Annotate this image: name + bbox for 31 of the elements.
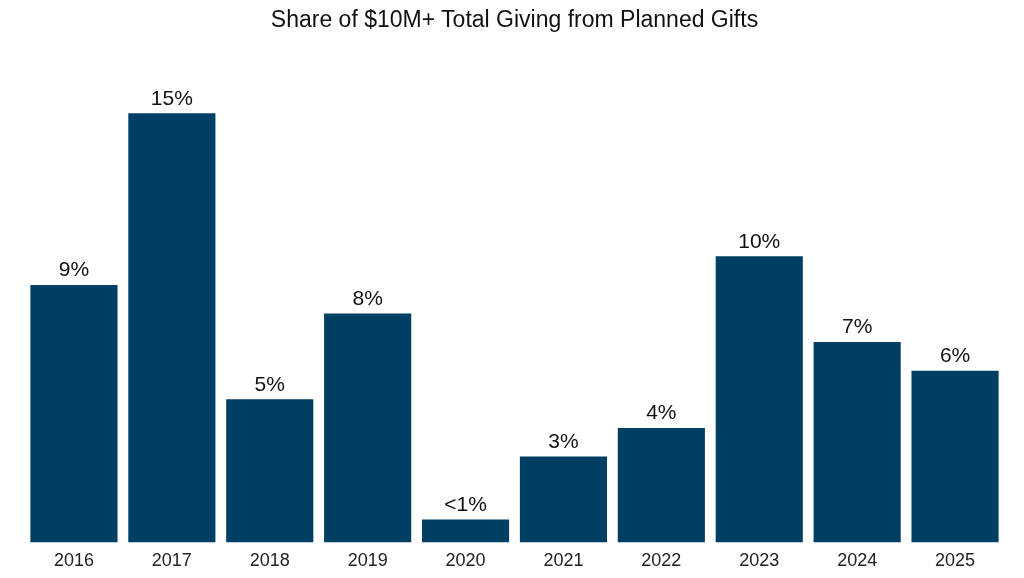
data-label: 15% [150,85,193,109]
x-tick-label: 2019 [347,550,388,571]
x-tick-label: 2018 [249,550,290,571]
bar [30,284,118,543]
bar [226,399,314,543]
x-tick-label: 2021 [543,550,584,571]
bar [715,256,803,543]
data-label: 8% [352,285,383,309]
x-tick-label: 2020 [445,550,486,571]
bar [617,427,705,543]
x-tick-label: 2024 [837,550,878,571]
data-label: 7% [841,314,873,338]
data-label: 4% [646,400,677,424]
bar [813,342,901,543]
bar [128,113,216,543]
bar [324,313,412,543]
data-label: <1% [444,491,487,515]
x-tick-label: 2016 [53,550,94,571]
data-label: 9% [58,257,90,281]
x-tick-label: 2017 [151,550,192,571]
bar [421,519,510,543]
chart-title: Share of $10M+ Total Giving from Planned Gifts [270,6,759,33]
data-label: 5% [254,371,285,395]
x-tick-label: 2025 [935,550,976,571]
x-tick-label: 2023 [739,550,780,571]
x-tick-label: 2022 [641,550,682,571]
data-label: 10% [738,228,781,252]
bar [911,370,999,543]
data-label: 3% [548,428,579,452]
bar [519,456,608,543]
data-label: 6% [939,343,971,367]
